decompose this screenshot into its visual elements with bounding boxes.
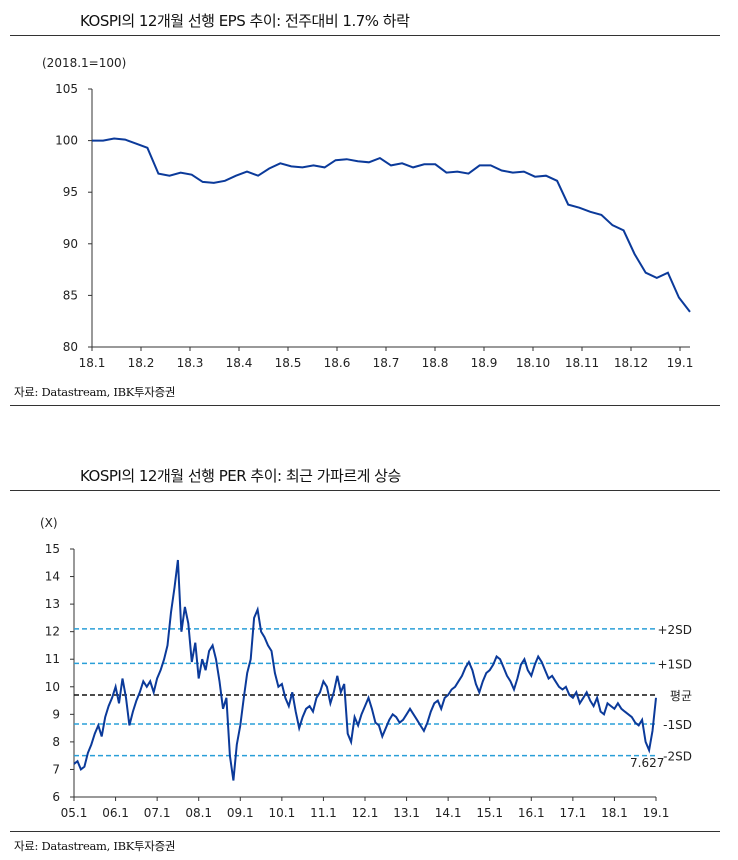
per-y-tick-label: 9 <box>52 707 60 721</box>
per-x-tick-label: 17.1 <box>559 806 586 820</box>
eps-x-tick-label: 18.5 <box>275 356 302 370</box>
per-x-tick-label: 18.1 <box>601 806 628 820</box>
per-y-tick-label: 7 <box>52 762 60 776</box>
per-y-tick-label: 12 <box>45 625 60 639</box>
eps-x-tick-label: 18.12 <box>614 356 648 370</box>
per-x-tick-label: 05.1 <box>61 806 88 820</box>
eps-x-tick-label: 18.11 <box>565 356 599 370</box>
per-y-tick-label: 11 <box>45 652 60 666</box>
eps-y-tick-label: 80 <box>63 340 78 354</box>
per-source: 자료: Datastream, IBK투자증권 <box>14 839 176 853</box>
per-x-tick-label: 07.1 <box>144 806 171 820</box>
eps-x-tick-label: 18.4 <box>226 356 253 370</box>
eps-x-tick-label: 18.9 <box>471 356 498 370</box>
divider <box>10 831 720 832</box>
per-x-tick-label: 14.1 <box>435 806 462 820</box>
eps-y-tick-label: 100 <box>55 134 78 148</box>
per-ref-label: -2SD <box>663 750 692 764</box>
eps-y-tick-label: 95 <box>63 185 78 199</box>
eps-x-tick-label: 19.1 <box>667 356 694 370</box>
per-y-tick-label: 8 <box>52 735 60 749</box>
per-ref-label: -1SD <box>663 718 692 732</box>
per-ref-label: +2SD <box>657 623 692 637</box>
eps-y-unit: (2018.1=100) <box>42 56 126 70</box>
divider <box>10 490 720 491</box>
eps-x-tick-label: 18.8 <box>422 356 449 370</box>
per-x-tick-label: 10.1 <box>268 806 295 820</box>
per-x-tick-label: 08.1 <box>185 806 212 820</box>
per-x-tick-label: 15.1 <box>476 806 503 820</box>
eps-y-tick-label: 105 <box>55 82 78 96</box>
per-x-tick-label: 11.1 <box>310 806 337 820</box>
eps-chart-title: KOSPI의 12개월 선행 EPS 추이: 전주대비 1.7% 하락 <box>80 12 410 30</box>
divider <box>10 405 720 406</box>
per-y-tick-label: 14 <box>45 570 60 584</box>
per-y-tick-label: 13 <box>45 597 60 611</box>
per-ref-label: 평균 <box>670 689 692 703</box>
eps-x-tick-label: 18.7 <box>373 356 400 370</box>
per-y-tick-label: 10 <box>45 680 60 694</box>
per-min-annotation: 7.627 <box>630 756 664 770</box>
per-y-tick-label: 15 <box>45 542 60 556</box>
eps-x-tick-label: 18.10 <box>516 356 550 370</box>
eps-x-tick-label: 18.6 <box>324 356 351 370</box>
per-series-line <box>73 559 657 781</box>
eps-x-tick-label: 18.3 <box>177 356 204 370</box>
eps-source: 자료: Datastream, IBK투자증권 <box>14 385 176 399</box>
divider <box>10 35 720 36</box>
eps-y-tick-label: 90 <box>63 237 78 251</box>
eps-series-line <box>92 137 691 313</box>
eps-x-tick-label: 18.1 <box>79 356 106 370</box>
per-y-tick-label: 6 <box>52 790 60 804</box>
per-x-tick-label: 09.1 <box>227 806 254 820</box>
per-x-tick-label: 12.1 <box>352 806 379 820</box>
per-x-tick-label: 16.1 <box>518 806 545 820</box>
per-chart-title: KOSPI의 12개월 선행 PER 추이: 최근 가파르게 상승 <box>80 467 401 485</box>
per-ref-label: +1SD <box>657 657 692 671</box>
per-x-tick-label: 19.1 <box>643 806 670 820</box>
per-x-tick-label: 13.1 <box>393 806 420 820</box>
per-x-tick-label: 06.1 <box>102 806 129 820</box>
eps-x-tick-label: 18.2 <box>128 356 155 370</box>
per-y-unit: (X) <box>40 516 58 530</box>
eps-y-tick-label: 85 <box>63 288 78 302</box>
